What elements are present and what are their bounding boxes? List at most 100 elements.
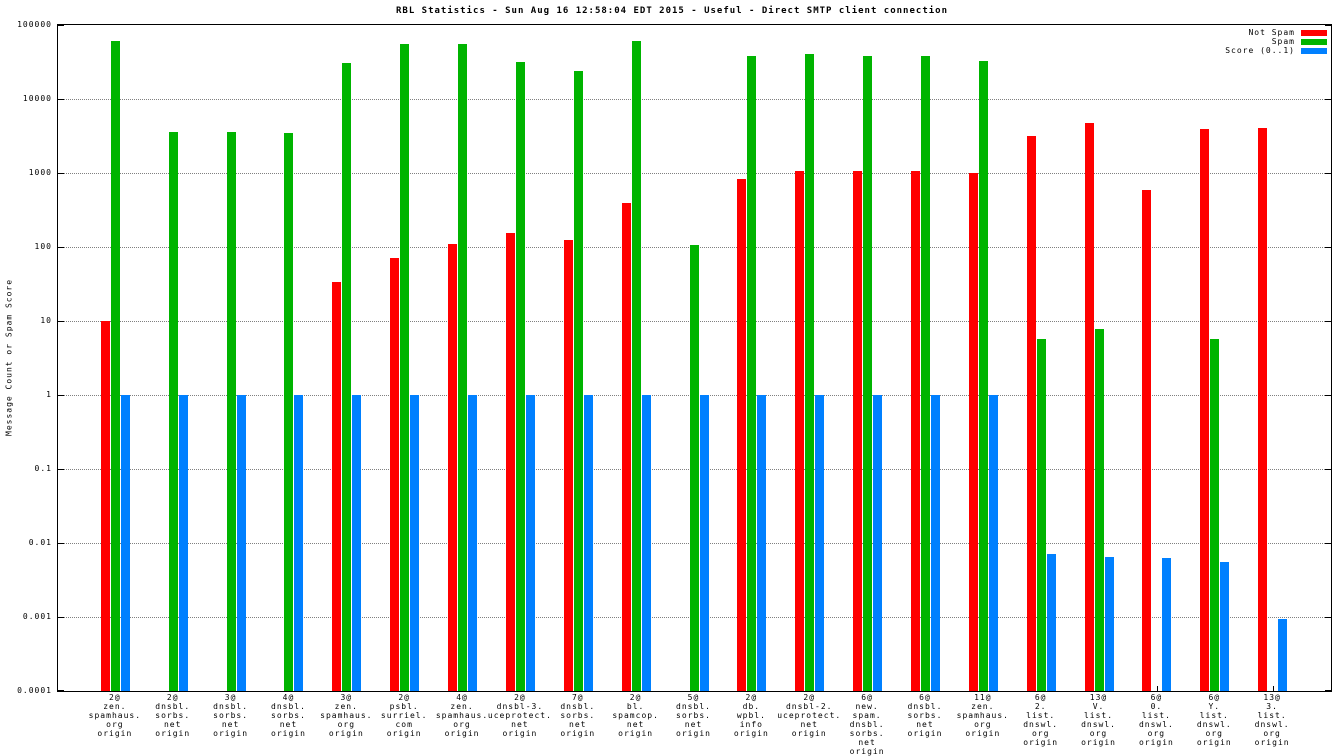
bar-spam xyxy=(168,131,178,691)
bar-score xyxy=(120,395,130,691)
x-tick-label-line: dnsbl. xyxy=(907,702,943,711)
bar-not-spam xyxy=(100,321,110,691)
x-tick-label: 5@ dnsbl. sorbs. net origin xyxy=(649,693,739,738)
x-tick-label-line: 13@ xyxy=(1263,693,1281,702)
x-tick-label-line: 6@ xyxy=(861,693,873,702)
x-tick-label-line: dnswl. xyxy=(1138,720,1174,729)
x-tick-label-line: com xyxy=(395,720,413,729)
bar-not-spam xyxy=(1026,135,1036,691)
x-tick-label-line: 4@ xyxy=(456,693,468,702)
y-tick-label: 10 xyxy=(40,316,52,325)
x-tick-label-line: spam. xyxy=(852,711,882,720)
bar-score xyxy=(410,395,420,691)
x-tick-label: 13@ V. list. dnswl. org origin xyxy=(1054,693,1144,747)
legend-label: Not Spam xyxy=(1248,28,1295,37)
y-tick-mark xyxy=(1325,468,1331,470)
bar-score xyxy=(178,395,188,691)
x-tick-label-line: 11@ xyxy=(974,693,992,702)
x-tick-mark xyxy=(1272,686,1274,691)
x-tick-label-line: zen. xyxy=(334,702,358,711)
x-tick-label-line: sorbs. xyxy=(907,711,943,720)
y-tick-mark xyxy=(58,394,64,396)
x-tick-label-line: new. xyxy=(855,702,879,711)
x-tick-label: 2@ dnsbl-2. uceprotect. net origin xyxy=(764,693,854,738)
x-tick-label-line: origin xyxy=(791,729,827,738)
bar-not-spam xyxy=(621,203,631,691)
y-tick-label: 0.0001 xyxy=(17,686,52,695)
bar-not-spam xyxy=(737,178,747,691)
bar-not-spam xyxy=(332,281,342,691)
bar-spam xyxy=(1036,338,1046,691)
plot-area: Not Spam Spam Score (0..1) xyxy=(57,24,1332,692)
x-tick-label-line: psbl. xyxy=(389,702,419,711)
bar-score xyxy=(641,395,651,691)
y-tick-mark xyxy=(58,25,64,26)
x-tick-label-line: 3@ xyxy=(224,693,237,702)
bar-spam xyxy=(573,70,583,691)
x-tick-label-line: Y. xyxy=(1208,702,1221,711)
x-tick-label-line: sorbs. xyxy=(155,711,191,720)
x-tick-label-line: 6@ xyxy=(1208,693,1221,702)
x-tick-label: 6@ Y. list. dnswl. org origin xyxy=(1169,693,1259,747)
bar-spam xyxy=(747,56,757,691)
x-tick-label: 6@ dnsbl. sorbs. net origin xyxy=(880,693,970,738)
bar-spam xyxy=(458,44,468,691)
x-tick-label-line: 2@ xyxy=(803,693,816,702)
x-tick-label-line: net xyxy=(163,720,182,729)
x-tick-label: 11@ zen. spamhaus. org origin xyxy=(938,693,1028,738)
x-tick-label-line: net xyxy=(279,720,298,729)
bar-not-spam xyxy=(910,170,920,691)
bar-score xyxy=(930,395,940,691)
x-tick-label-line: sorbs. xyxy=(271,711,306,720)
legend-swatch xyxy=(1301,29,1327,36)
x-tick-label-line: wpbl. xyxy=(736,711,766,720)
bar-spam xyxy=(920,56,930,691)
x-tick-label-line: org xyxy=(1205,729,1223,738)
x-tick-label-line: dnsbl. xyxy=(155,702,191,711)
y-tick-mark xyxy=(58,542,64,544)
x-tick-label-line: 4@ xyxy=(282,693,295,702)
bar-not-spam xyxy=(1258,128,1268,691)
x-tick-label-line: bl. xyxy=(626,702,645,711)
x-tick-label-line: net xyxy=(858,738,876,747)
bar-not-spam xyxy=(505,232,515,691)
bar-score xyxy=(1162,557,1172,691)
x-tick-label-line: 7@ xyxy=(571,693,584,702)
x-tick-label: 2@ dnsbl-3. uceprotect. net origin xyxy=(475,693,565,738)
x-tick-label-line: origin xyxy=(155,729,191,738)
bar-spam xyxy=(1210,338,1220,691)
x-tick-label-line: info xyxy=(739,720,763,729)
bar-score xyxy=(236,395,246,691)
x-tick-label-line: org xyxy=(1147,729,1166,738)
y-tick-label: 0.001 xyxy=(22,612,52,621)
legend-swatch xyxy=(1301,47,1327,54)
x-tick-label-line: net xyxy=(569,720,587,729)
bar-not-spam xyxy=(563,239,573,691)
x-tick-label-line: org xyxy=(974,720,992,729)
x-tick-label-line: 3@ xyxy=(340,693,353,702)
x-tick-label-line: sorbs. xyxy=(213,711,249,720)
x-tick-label-line: org xyxy=(1089,729,1108,738)
bar-spam xyxy=(400,44,410,691)
x-tick-label-line: dnsbl. xyxy=(676,702,711,711)
grid-line xyxy=(58,98,1331,100)
bar-spam xyxy=(631,41,641,691)
y-tick-mark xyxy=(1325,98,1331,100)
x-tick-label-line: sorbs. xyxy=(849,729,885,738)
legend-item: Not Spam xyxy=(1225,28,1327,37)
x-tick-label-line: spamhaus. xyxy=(88,711,142,720)
x-tick-label-line: spamhaus. xyxy=(435,711,489,720)
bar-score xyxy=(1104,556,1114,691)
x-tick-label-line: net xyxy=(800,720,818,729)
legend-label: Spam xyxy=(1271,37,1295,46)
x-tick-label-line: org xyxy=(453,720,471,729)
bar-spam xyxy=(110,41,120,691)
y-tick-mark xyxy=(1325,172,1331,174)
y-tick-mark xyxy=(58,246,64,248)
x-tick-label-line: db. xyxy=(742,702,761,711)
x-tick-label-line: 2@ xyxy=(745,693,758,702)
bar-score xyxy=(699,395,709,691)
bar-not-spam xyxy=(795,171,805,691)
x-tick-label-line: list. xyxy=(1083,711,1114,720)
x-tick-label-line: org xyxy=(106,720,124,729)
